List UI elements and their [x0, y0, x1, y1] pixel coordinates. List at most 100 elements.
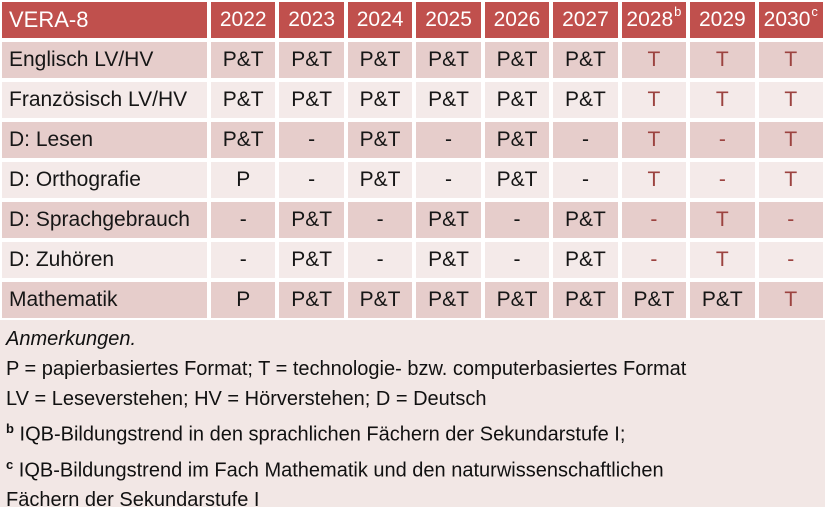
table-cell: - — [211, 202, 276, 238]
table-cell: T — [690, 242, 755, 278]
table-cell: P&T — [279, 242, 344, 278]
vera-table: VERA-8 2022 2023 2024 2025 2026 2027 2028 b 2029 2… — [2, 2, 823, 318]
footnote-marker-b: b — [6, 421, 14, 436]
table-cell-text: - — [445, 128, 453, 151]
table-title-cell: VERA-8 — [2, 2, 207, 38]
table-cell: T — [758, 282, 823, 318]
year-header-cell: 2030 c — [758, 2, 823, 38]
table-cell: - — [553, 162, 618, 198]
table-cell: T — [690, 42, 755, 78]
table-cell-text: P&T — [565, 88, 606, 111]
note-text: Anmerkungen. — [6, 328, 137, 350]
table-cell: P&T — [279, 82, 344, 118]
table-cell: - — [553, 122, 618, 158]
table-cell-text: T — [784, 88, 798, 111]
table-cell-text: T — [715, 248, 729, 271]
table-cell: - — [279, 162, 344, 198]
table-cell-text: P&T — [496, 288, 538, 311]
table-cell: P&T — [347, 82, 413, 118]
row-label-text: D: Lesen — [9, 128, 94, 151]
table-cell: P&T — [484, 42, 550, 78]
row-label-text: D: Zuhören — [9, 248, 115, 271]
row-label-text: D: Sprachgebrauch — [9, 208, 190, 231]
table-cell-text: - — [650, 248, 658, 271]
table-cell-text: - — [445, 168, 453, 191]
year-header-cell-text: 2024 — [356, 8, 404, 31]
row-label: D: Orthografie — [2, 162, 207, 198]
table-cell-text: P&T — [428, 248, 469, 271]
table-cell-text: P&T — [359, 48, 401, 71]
row-label-text: Mathematik — [9, 288, 118, 311]
table-cell-text: P&T — [565, 248, 606, 271]
table-cell: P&T — [416, 242, 481, 278]
year-header-cell: 2028 b — [621, 2, 687, 38]
table-cell-text: T — [715, 48, 729, 71]
table-cell: P&T — [347, 42, 413, 78]
table-cell-text: - — [239, 248, 247, 271]
row-label-text: Englisch LV/HV — [9, 48, 154, 71]
footnote-marker-c: c — [811, 4, 818, 19]
table-cell-text: P&T — [359, 88, 401, 111]
table-cell: - — [690, 162, 755, 198]
year-header-cell-text: 2023 — [288, 8, 336, 31]
table-cell: - — [758, 242, 823, 278]
row-label: Französisch LV/HV — [2, 82, 207, 118]
table-cell-text: P&T — [359, 128, 401, 151]
table-cell: P&T — [347, 162, 413, 198]
note-text: P = papierbasiertes Format; T = technolo… — [6, 358, 687, 380]
table-cell: P&T — [211, 122, 276, 158]
year-header-cell: 2025 — [416, 2, 481, 38]
table-cell-text: P&T — [222, 48, 264, 71]
table-cell: - — [690, 122, 755, 158]
table-cell-text: P&T — [496, 128, 538, 151]
table-cell: P&T — [416, 42, 481, 78]
table-cell-text: P&T — [428, 88, 469, 111]
table-cell: T — [621, 122, 687, 158]
table-cell-text: P&T — [291, 248, 333, 271]
table-cell: P&T — [416, 82, 481, 118]
table-cell: P&T — [553, 282, 618, 318]
table-cell-text: P&T — [428, 288, 469, 311]
table-cell: T — [758, 162, 823, 198]
year-header-cell: 2022 — [211, 2, 276, 38]
table-cell-text: T — [715, 208, 729, 231]
year-header-cell-text: 2028 — [626, 8, 674, 31]
table-cell-text: - — [650, 208, 658, 231]
row-label: Englisch LV/HV — [2, 42, 207, 78]
row-label-text: Französisch LV/HV — [9, 88, 188, 111]
table-cell: - — [484, 242, 550, 278]
table-cell-text: T — [647, 128, 661, 151]
year-header-cell: 2024 — [347, 2, 413, 38]
table-cell: - — [211, 242, 276, 278]
year-header-cell: 2027 — [553, 2, 618, 38]
table-cell-text: P — [236, 168, 251, 191]
table-cell: T — [621, 162, 687, 198]
table-cell-text: P&T — [222, 128, 264, 151]
year-header-cell: 2026 — [484, 2, 550, 38]
table-cell: P&T — [211, 42, 276, 78]
table-cell: T — [758, 122, 823, 158]
table-cell-text: P&T — [428, 48, 469, 71]
table-cell-text: P&T — [496, 168, 538, 191]
table-cell: P&T — [621, 282, 687, 318]
row-label-text: D: Orthografie — [9, 168, 141, 191]
table-cell-text: P&T — [701, 288, 743, 311]
table-cell: P&T — [347, 122, 413, 158]
table-cell-text: - — [239, 208, 247, 231]
note-line: c IQB-Bildungstrend im Fach Mathematik u… — [6, 450, 815, 507]
footnote-marker-c: c — [6, 456, 14, 472]
table-cell: P&T — [484, 282, 550, 318]
table-cell: P&T — [279, 42, 344, 78]
row-label: Mathematik — [2, 282, 207, 318]
year-header-cell: 2023 — [279, 2, 344, 38]
year-header-cell-text: 2029 — [698, 8, 746, 31]
table-cell-text: T — [715, 88, 729, 111]
table-cell: T — [690, 82, 755, 118]
table-cell-text: P — [236, 288, 251, 311]
year-header-cell-text: 2022 — [219, 8, 267, 31]
table-title-cell-text: VERA-8 — [9, 7, 89, 32]
table-cell-text: T — [784, 288, 798, 311]
table-cell-text: P&T — [291, 88, 333, 111]
table-cell: P&T — [279, 202, 344, 238]
table-cell: - — [279, 122, 344, 158]
